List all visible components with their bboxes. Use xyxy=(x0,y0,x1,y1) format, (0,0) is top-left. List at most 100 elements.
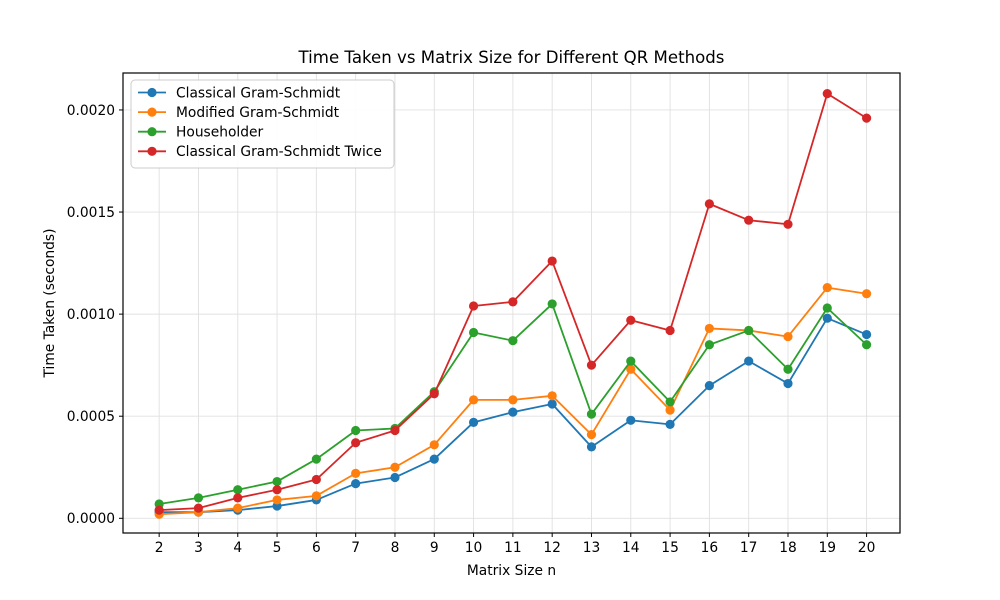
data-point xyxy=(704,380,714,391)
data-point xyxy=(311,491,321,501)
x-tick-label: 15 xyxy=(661,540,679,556)
y-tick-label: 0.0015 xyxy=(67,205,115,221)
data-point xyxy=(704,199,714,209)
data-point xyxy=(311,474,321,485)
legend-marker-icon xyxy=(147,107,157,117)
data-point xyxy=(233,503,243,513)
data-point xyxy=(193,503,204,513)
x-tick-label: 9 xyxy=(430,540,439,556)
data-point xyxy=(783,378,793,389)
x-tick-label: 16 xyxy=(701,540,719,556)
data-point xyxy=(704,340,714,350)
data-point xyxy=(233,485,243,495)
legend-marker-icon xyxy=(147,127,157,137)
data-point xyxy=(586,409,597,419)
x-tick-label: 13 xyxy=(583,540,601,556)
y-tick-label: 0.0005 xyxy=(67,409,115,425)
legend-marker-icon xyxy=(147,146,157,156)
data-point xyxy=(626,415,636,425)
data-point xyxy=(468,395,479,405)
data-point xyxy=(429,454,439,464)
data-point xyxy=(783,219,793,229)
legend-item-householder: Householder xyxy=(138,125,264,141)
data-point xyxy=(508,407,518,417)
data-point xyxy=(744,325,754,336)
data-point xyxy=(626,315,636,325)
data-point xyxy=(508,395,518,405)
legend-item-modified-gram-schmidt: Modified Gram-Schmidt xyxy=(138,105,340,121)
data-point xyxy=(429,389,439,399)
data-point xyxy=(468,327,479,338)
x-tick-label: 6 xyxy=(312,540,321,556)
legend-label: Householder xyxy=(176,125,264,141)
data-point xyxy=(822,89,832,99)
data-point xyxy=(508,297,518,307)
x-axis-label: Matrix Size n xyxy=(467,563,556,579)
data-point xyxy=(429,440,439,450)
data-point xyxy=(861,289,872,299)
data-point xyxy=(783,331,793,342)
x-tick-label: 17 xyxy=(740,540,758,556)
data-point xyxy=(468,301,479,311)
data-point xyxy=(351,438,361,448)
x-tick-label: 5 xyxy=(273,540,282,556)
x-tick-label: 4 xyxy=(233,540,242,556)
series-householder xyxy=(154,299,872,509)
legend-item-classical-gram-schmidt: Classical Gram-Schmidt xyxy=(138,85,341,101)
legend: Classical Gram-Schmidt Modified Gram-Schm… xyxy=(130,79,395,169)
x-tick-label: 12 xyxy=(543,540,561,556)
legend-item-classical-gram-schmidt-twice: Classical Gram-Schmidt Twice xyxy=(138,144,382,160)
data-point xyxy=(586,442,597,452)
data-point xyxy=(744,356,754,366)
data-point xyxy=(272,476,282,487)
data-point xyxy=(586,360,597,370)
data-point xyxy=(665,419,675,429)
data-point xyxy=(351,478,361,489)
data-point xyxy=(861,340,872,350)
y-axis-label: Time Taken (seconds) xyxy=(42,228,58,378)
legend-label: Modified Gram-Schmidt xyxy=(176,105,340,121)
data-point xyxy=(390,462,400,472)
x-tick-label: 2 xyxy=(155,540,164,556)
data-point xyxy=(154,505,164,515)
data-point xyxy=(626,356,636,366)
data-point xyxy=(311,454,321,464)
data-point xyxy=(665,405,675,415)
chart-title: Time Taken vs Matrix Size for Different … xyxy=(298,48,725,67)
series-classical-gram-schmidt-twice xyxy=(154,89,872,515)
legend-marker-icon xyxy=(147,87,157,98)
legend-label: Classical Gram-Schmidt xyxy=(176,85,341,101)
y-tick-label: 0.0000 xyxy=(67,511,115,527)
data-point xyxy=(468,417,479,427)
x-tick-label: 10 xyxy=(465,540,483,556)
x-tick-label: 7 xyxy=(351,540,360,556)
data-point xyxy=(351,468,361,478)
axes-frame xyxy=(122,72,901,534)
data-point xyxy=(822,303,832,313)
data-point xyxy=(272,495,282,505)
data-point xyxy=(586,429,597,440)
x-tick-label: 8 xyxy=(391,540,400,556)
y-tick-label: 0.0010 xyxy=(67,307,115,323)
x-tick-label: 14 xyxy=(622,540,640,556)
x-tick-label: 19 xyxy=(819,540,837,556)
data-point xyxy=(626,364,636,374)
data-point xyxy=(272,485,282,495)
data-point xyxy=(822,313,832,323)
data-point xyxy=(704,323,714,334)
data-point xyxy=(861,113,872,123)
axis-ticks: 2 3 4 5 6 7 8 9 10 11 12 13 14 15 16 17 18 19 20 0.0000 0.00… xyxy=(67,103,876,556)
data-point xyxy=(822,282,832,293)
data-point xyxy=(390,472,400,483)
data-point xyxy=(547,399,557,409)
x-tick-label: 11 xyxy=(504,540,522,556)
data-point xyxy=(233,493,243,503)
y-tick-label: 0.0020 xyxy=(67,103,115,119)
data-point xyxy=(547,299,557,309)
data-point xyxy=(390,425,400,436)
data-point xyxy=(665,397,675,407)
data-point xyxy=(744,215,754,225)
data-point xyxy=(783,364,793,374)
